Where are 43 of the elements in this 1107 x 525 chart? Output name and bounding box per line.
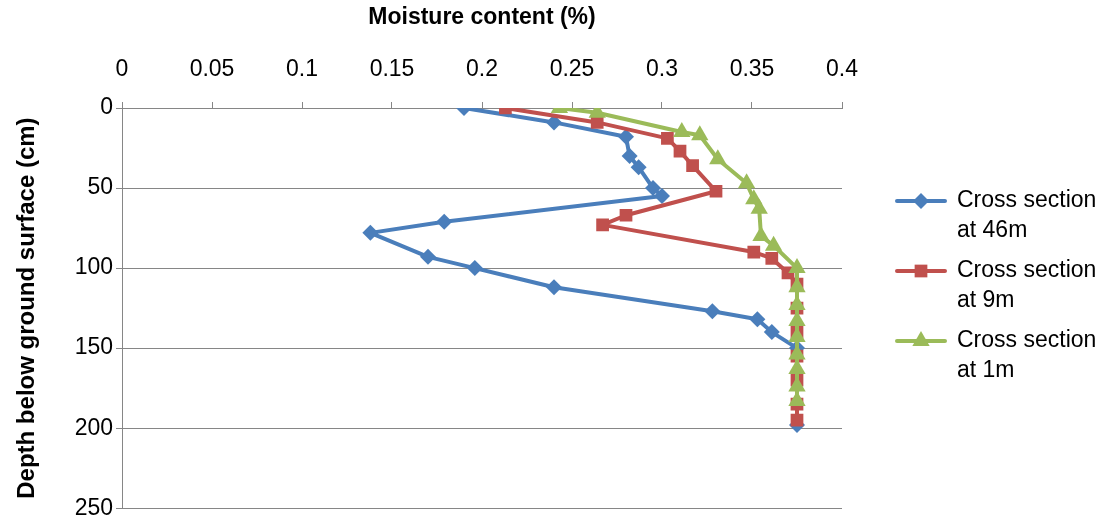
point [749, 311, 766, 328]
point [661, 132, 674, 145]
x-tick-label: 0.25 [549, 54, 595, 81]
x-tick-label: 0.05 [189, 54, 235, 81]
point [420, 248, 436, 265]
x-tick-label: 0.1 [286, 54, 318, 81]
x-tick-label: 0.2 [466, 54, 498, 81]
point [436, 213, 453, 230]
legend-label: Cross section at 46m [957, 186, 1097, 243]
point [546, 279, 562, 296]
point [673, 122, 691, 138]
y-tick-label: 50 [87, 173, 113, 200]
point [704, 303, 721, 320]
point [630, 159, 647, 176]
x-tick-label: 0.35 [729, 54, 775, 81]
point [686, 159, 699, 172]
point [596, 218, 609, 232]
x-tick-label: 0.3 [646, 54, 678, 81]
point [765, 252, 779, 265]
point [618, 128, 634, 145]
point [621, 148, 638, 165]
point [747, 245, 761, 259]
point [645, 180, 661, 197]
point [619, 208, 633, 222]
point [790, 413, 804, 427]
point [752, 226, 770, 242]
point [709, 184, 723, 198]
point [763, 324, 780, 341]
y-tick-label: 100 [74, 253, 113, 280]
legend-label: Cross section at 1m [957, 326, 1097, 383]
point [654, 188, 670, 205]
y-tick-label: 200 [74, 413, 113, 440]
x-tick-label: 0.4 [826, 54, 859, 81]
x-tick-label: 0.15 [369, 54, 415, 81]
legend-label: Cross section at 9m [957, 256, 1097, 313]
x-axis-title: Moisture content (%) [368, 3, 596, 30]
y-tick-label: 250 [74, 493, 113, 520]
y-axis-title: Depth below ground surface (cm) [12, 117, 40, 499]
y-tick-label: 0 [100, 93, 113, 120]
point [788, 258, 806, 274]
point [673, 144, 687, 158]
point [466, 260, 483, 277]
y-tick-label: 150 [74, 333, 113, 360]
